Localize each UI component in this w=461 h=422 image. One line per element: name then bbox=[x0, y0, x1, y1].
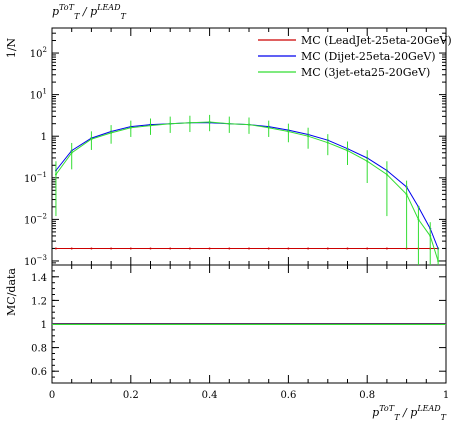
data-point bbox=[169, 247, 172, 250]
y-tick-label: 101 bbox=[30, 88, 47, 102]
data-point bbox=[346, 247, 349, 250]
data-point bbox=[70, 151, 73, 154]
x-axis-ticks: 0 0.2 0.4 0.6 0.8 1 bbox=[49, 28, 449, 401]
data-point bbox=[70, 247, 73, 250]
main-series-layer bbox=[54, 114, 440, 265]
data-point bbox=[307, 247, 310, 250]
ratio-tick-label: 1 bbox=[41, 320, 47, 331]
x-axis-label: pToTT / pLEADT bbox=[372, 404, 447, 422]
data-point bbox=[267, 247, 270, 250]
data-point bbox=[208, 120, 211, 123]
data-point bbox=[54, 173, 57, 176]
data-point bbox=[429, 234, 432, 237]
data-point bbox=[326, 247, 329, 250]
data-point bbox=[129, 126, 132, 129]
data-point bbox=[110, 247, 113, 250]
data-point bbox=[405, 193, 408, 196]
data-point bbox=[110, 131, 113, 134]
data-point bbox=[366, 160, 369, 163]
data-point bbox=[437, 259, 440, 262]
legend-label: MC (LeadJet-25eta-20GeV) bbox=[301, 34, 452, 47]
data-point bbox=[208, 247, 211, 250]
x-tick-label: 0 bbox=[49, 390, 55, 401]
y-tick-label: 10−1 bbox=[24, 171, 47, 185]
chart-title: pToTT / pLEADT bbox=[52, 3, 127, 21]
data-point bbox=[385, 247, 388, 250]
data-point bbox=[228, 122, 231, 125]
ratio-tick-label: 1.4 bbox=[31, 273, 47, 284]
data-point bbox=[385, 173, 388, 176]
y-tick-label: 1 bbox=[41, 132, 47, 143]
ratio-tick-label: 0.6 bbox=[31, 367, 47, 378]
data-point bbox=[169, 122, 172, 125]
data-point bbox=[248, 123, 250, 126]
series-line bbox=[55, 122, 439, 249]
series-line bbox=[55, 121, 439, 262]
y-tick-label: 102 bbox=[30, 46, 47, 60]
y-tick-label: 10−2 bbox=[24, 212, 47, 226]
data-point bbox=[90, 138, 93, 141]
data-point bbox=[366, 247, 369, 250]
data-point bbox=[307, 135, 310, 138]
ratio-tick-label: 1.2 bbox=[31, 296, 47, 307]
y-axis-label-main: 1/N bbox=[5, 37, 18, 58]
x-tick-label: 0.2 bbox=[123, 390, 139, 401]
main-plot-frame bbox=[51, 27, 447, 266]
data-point bbox=[188, 121, 191, 124]
y-tick-label: 10−3 bbox=[24, 254, 47, 268]
data-point bbox=[54, 247, 57, 250]
ratio-series-layer bbox=[52, 323, 446, 325]
x-tick-label: 0.4 bbox=[202, 390, 218, 401]
data-point bbox=[287, 130, 290, 133]
data-point bbox=[248, 247, 250, 250]
x-tick-label: 1 bbox=[443, 390, 449, 401]
data-point bbox=[90, 247, 93, 250]
legend-label: MC (3jet-eta25-20GeV) bbox=[301, 66, 430, 79]
x-tick-label: 0.6 bbox=[280, 390, 296, 401]
data-point bbox=[129, 247, 132, 250]
legend-label: MC (Dijet-25eta-20GeV) bbox=[301, 50, 436, 63]
data-point bbox=[149, 124, 152, 127]
data-point bbox=[149, 247, 152, 250]
data-point bbox=[188, 247, 191, 250]
ratio-tick-label: 0.8 bbox=[31, 344, 47, 355]
data-point bbox=[346, 149, 349, 152]
data-point bbox=[287, 247, 290, 250]
data-point bbox=[326, 141, 329, 144]
data-point bbox=[228, 247, 231, 250]
main-axis-ticks: 10−3 10−2 10−1 1 101 102 bbox=[24, 27, 446, 268]
data-point bbox=[267, 126, 270, 129]
x-tick-label: 0.8 bbox=[359, 390, 375, 401]
y-axis-label-ratio: MC/data bbox=[5, 268, 18, 316]
data-point bbox=[417, 218, 420, 221]
legend: MC (LeadJet-25eta-20GeV) MC (Dijet-25eta-… bbox=[258, 34, 452, 79]
